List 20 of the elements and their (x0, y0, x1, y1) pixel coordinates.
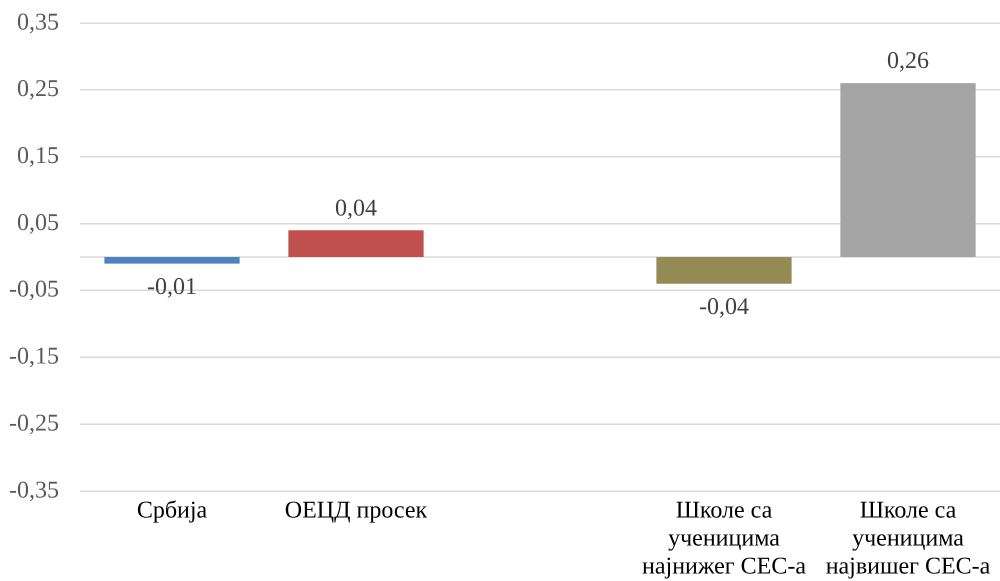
x-tick-label: ОЕЦД просек (284, 497, 428, 524)
y-tick-label: -0,25 (9, 410, 59, 436)
data-label: -0,01 (147, 274, 197, 300)
y-tick-label: -0,35 (9, 477, 59, 504)
y-tick-label: 0,35 (17, 9, 59, 36)
x-tick-label: Школе са ученицима најнижег СЕС-а (642, 497, 806, 580)
data-label: 0,04 (335, 195, 377, 222)
bar (288, 230, 424, 257)
data-label: 0,26 (887, 48, 929, 74)
data-label: -0,04 (699, 294, 749, 320)
bar (656, 257, 792, 284)
y-tick-label: 0,25 (17, 76, 59, 102)
bar (840, 83, 976, 257)
y-tick-label: -0,15 (9, 344, 59, 370)
x-tick-label: Школе са ученицима највишег СЕС-а (826, 497, 991, 580)
y-tick-label: 0,15 (17, 143, 59, 170)
bar (104, 257, 240, 264)
x-tick-label: Србија (136, 497, 208, 524)
y-tick-label: -0,05 (9, 276, 59, 303)
y-tick-label: 0,05 (17, 210, 59, 236)
